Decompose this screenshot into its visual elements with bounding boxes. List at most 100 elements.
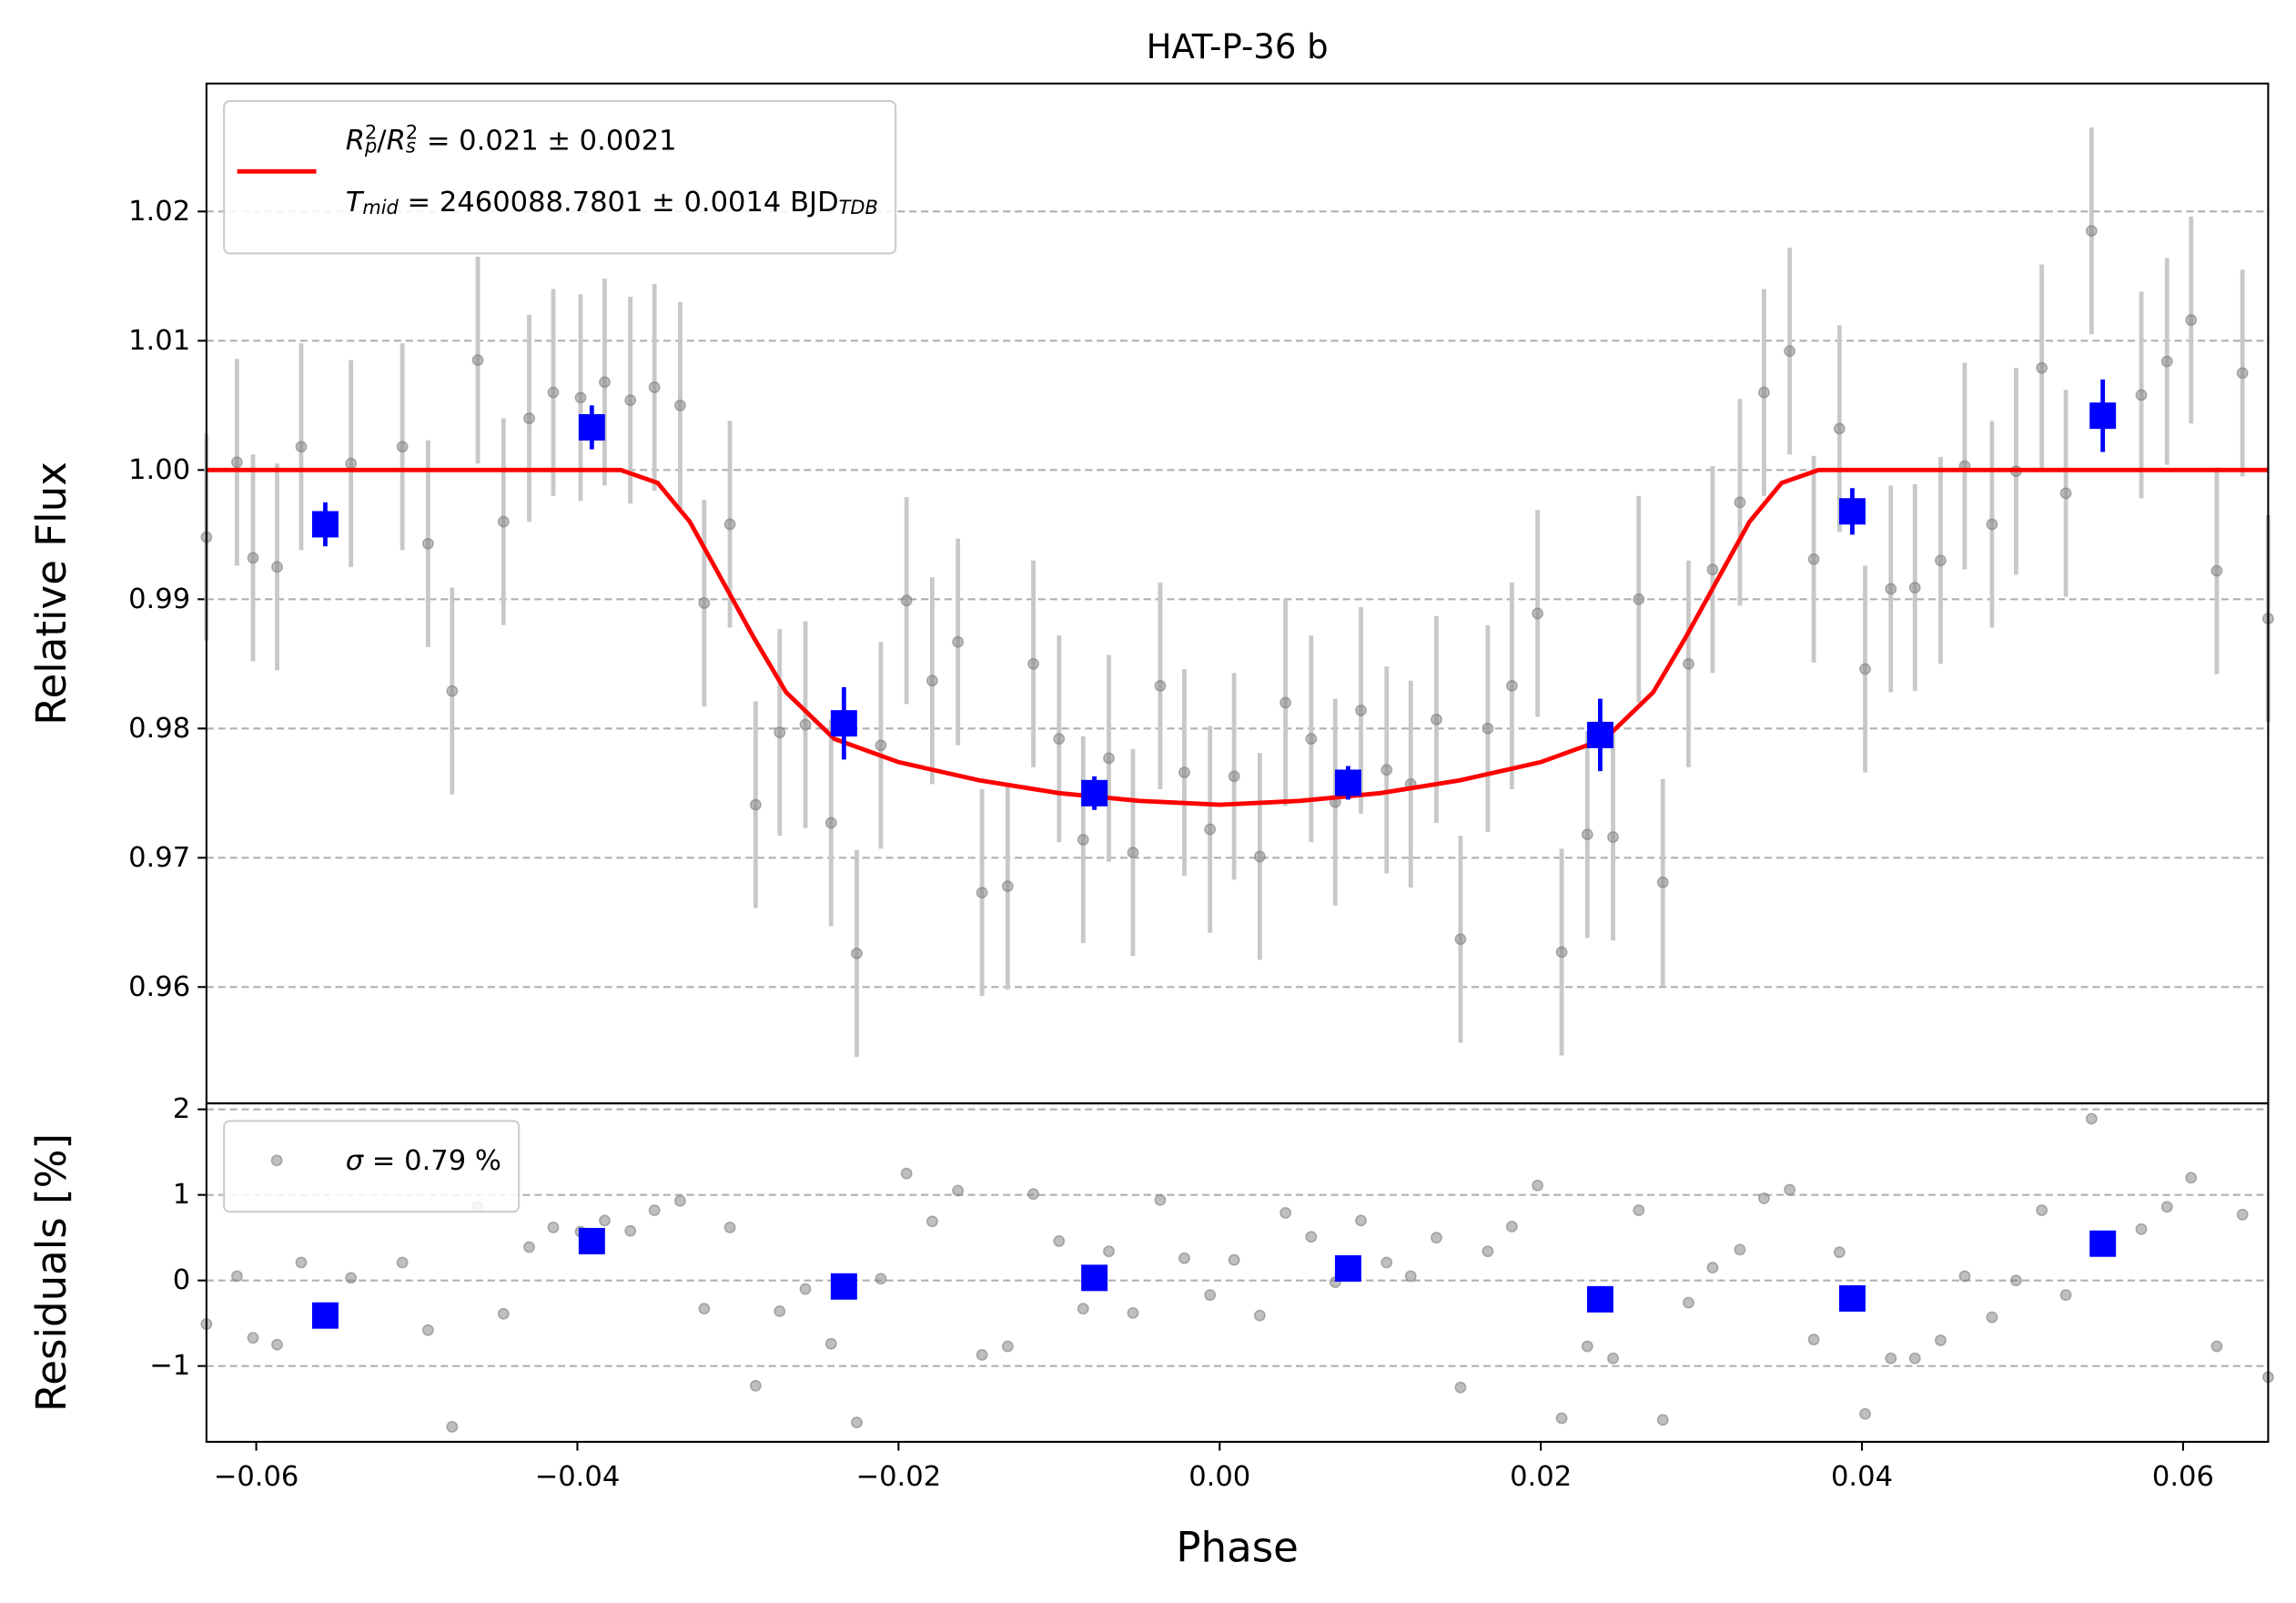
data-point xyxy=(925,675,938,687)
data-point xyxy=(446,685,459,697)
data-point xyxy=(749,1379,762,1392)
data-point xyxy=(1555,1412,1568,1425)
data-point xyxy=(599,1214,611,1227)
legend-text: s xyxy=(406,136,416,157)
data-point xyxy=(1734,496,1746,509)
data-point xyxy=(2210,1340,2223,1353)
data-point xyxy=(1305,1231,1318,1243)
binned-point xyxy=(2089,402,2117,430)
data-point xyxy=(295,441,308,453)
data-point xyxy=(976,1348,988,1361)
data-point xyxy=(1784,1183,1796,1196)
binned-point xyxy=(1081,779,1108,807)
data-point xyxy=(1204,823,1217,836)
legend-text: TDB xyxy=(839,197,878,218)
legend-text: / xyxy=(377,125,387,157)
data-point xyxy=(723,1221,736,1233)
legend: σ = 0.79 % xyxy=(223,1120,521,1213)
data-point xyxy=(1505,1221,1518,1233)
x-tick-label: 0.04 xyxy=(1831,1461,1893,1493)
data-point xyxy=(851,947,863,959)
data-point xyxy=(1555,946,1568,959)
data-point xyxy=(1935,1334,1947,1346)
data-point xyxy=(1482,722,1494,735)
data-point xyxy=(1656,1414,1669,1426)
data-point xyxy=(875,739,887,752)
binned-point xyxy=(1838,498,1866,525)
data-point xyxy=(2036,1204,2048,1217)
data-point xyxy=(271,1338,283,1351)
data-point xyxy=(2160,355,2173,368)
data-point xyxy=(1431,1232,1442,1244)
data-point xyxy=(1784,345,1796,358)
data-point xyxy=(673,399,686,411)
legend-box xyxy=(223,100,897,255)
legend-text: p xyxy=(364,136,377,157)
data-point xyxy=(648,381,661,393)
data-point xyxy=(1154,680,1167,692)
data-point xyxy=(1027,1188,1040,1201)
data-point xyxy=(1001,1340,1014,1353)
y-tick-label: 1.02 xyxy=(128,196,190,228)
data-point xyxy=(673,1194,686,1207)
data-point xyxy=(230,456,243,469)
data-point xyxy=(1607,831,1619,844)
data-point xyxy=(624,1224,637,1237)
data-point xyxy=(1532,607,1544,620)
binned-point xyxy=(1586,1285,1613,1313)
x-tick-label: −0.06 xyxy=(214,1461,299,1493)
data-point xyxy=(1706,1262,1719,1274)
binned-point xyxy=(1081,1264,1108,1292)
x-tick-label: −0.04 xyxy=(535,1461,621,1493)
legend-text: T xyxy=(346,187,365,218)
legend-text: R xyxy=(346,125,365,157)
data-point xyxy=(2059,487,2072,500)
data-point xyxy=(1077,1303,1089,1315)
data-point xyxy=(1355,1214,1367,1227)
data-point xyxy=(1228,1253,1240,1266)
x-tick-label: 0.00 xyxy=(1188,1461,1250,1493)
legend-text: = 0.021 ± 0.0021 xyxy=(418,125,676,157)
data-point xyxy=(1807,553,1820,565)
binned-point xyxy=(1838,1284,1866,1312)
data-point xyxy=(497,1307,510,1320)
data-point xyxy=(523,1241,535,1253)
data-point xyxy=(2085,225,2098,238)
data-point xyxy=(774,1305,786,1317)
data-point xyxy=(1986,1311,1998,1324)
y-tick-label: 0.99 xyxy=(128,583,190,615)
data-point xyxy=(1279,696,1292,709)
data-point xyxy=(1706,563,1719,576)
data-point xyxy=(1683,1296,1694,1309)
data-point xyxy=(1279,1206,1292,1219)
data-point xyxy=(1633,1204,1645,1217)
binned-point xyxy=(578,413,605,441)
data-point xyxy=(446,1420,459,1433)
data-point xyxy=(1381,764,1393,776)
legend-text: = 0.79 % xyxy=(363,1144,501,1176)
data-point xyxy=(2036,361,2048,374)
data-point xyxy=(1633,593,1645,605)
binned-point xyxy=(1334,1255,1361,1282)
data-point xyxy=(2085,1112,2098,1125)
y-tick-label: 1.00 xyxy=(128,454,190,486)
data-point xyxy=(1355,704,1367,716)
data-point xyxy=(1581,828,1593,841)
binned-point xyxy=(1586,721,1613,748)
data-point xyxy=(523,412,535,424)
data-point xyxy=(1734,1243,1746,1256)
binned-point xyxy=(2089,1230,2117,1257)
data-point xyxy=(1908,1352,1921,1365)
data-point xyxy=(2210,564,2223,577)
data-point xyxy=(547,386,560,399)
data-point xyxy=(648,1204,661,1217)
data-point xyxy=(1103,1245,1115,1258)
model-line xyxy=(206,467,2269,807)
data-point xyxy=(1027,657,1040,670)
y-tick-label: 0.98 xyxy=(128,713,190,745)
data-point xyxy=(824,1337,837,1350)
chart-title: HAT-P-36 b xyxy=(1147,27,1329,66)
data-point xyxy=(1757,1192,1770,1204)
